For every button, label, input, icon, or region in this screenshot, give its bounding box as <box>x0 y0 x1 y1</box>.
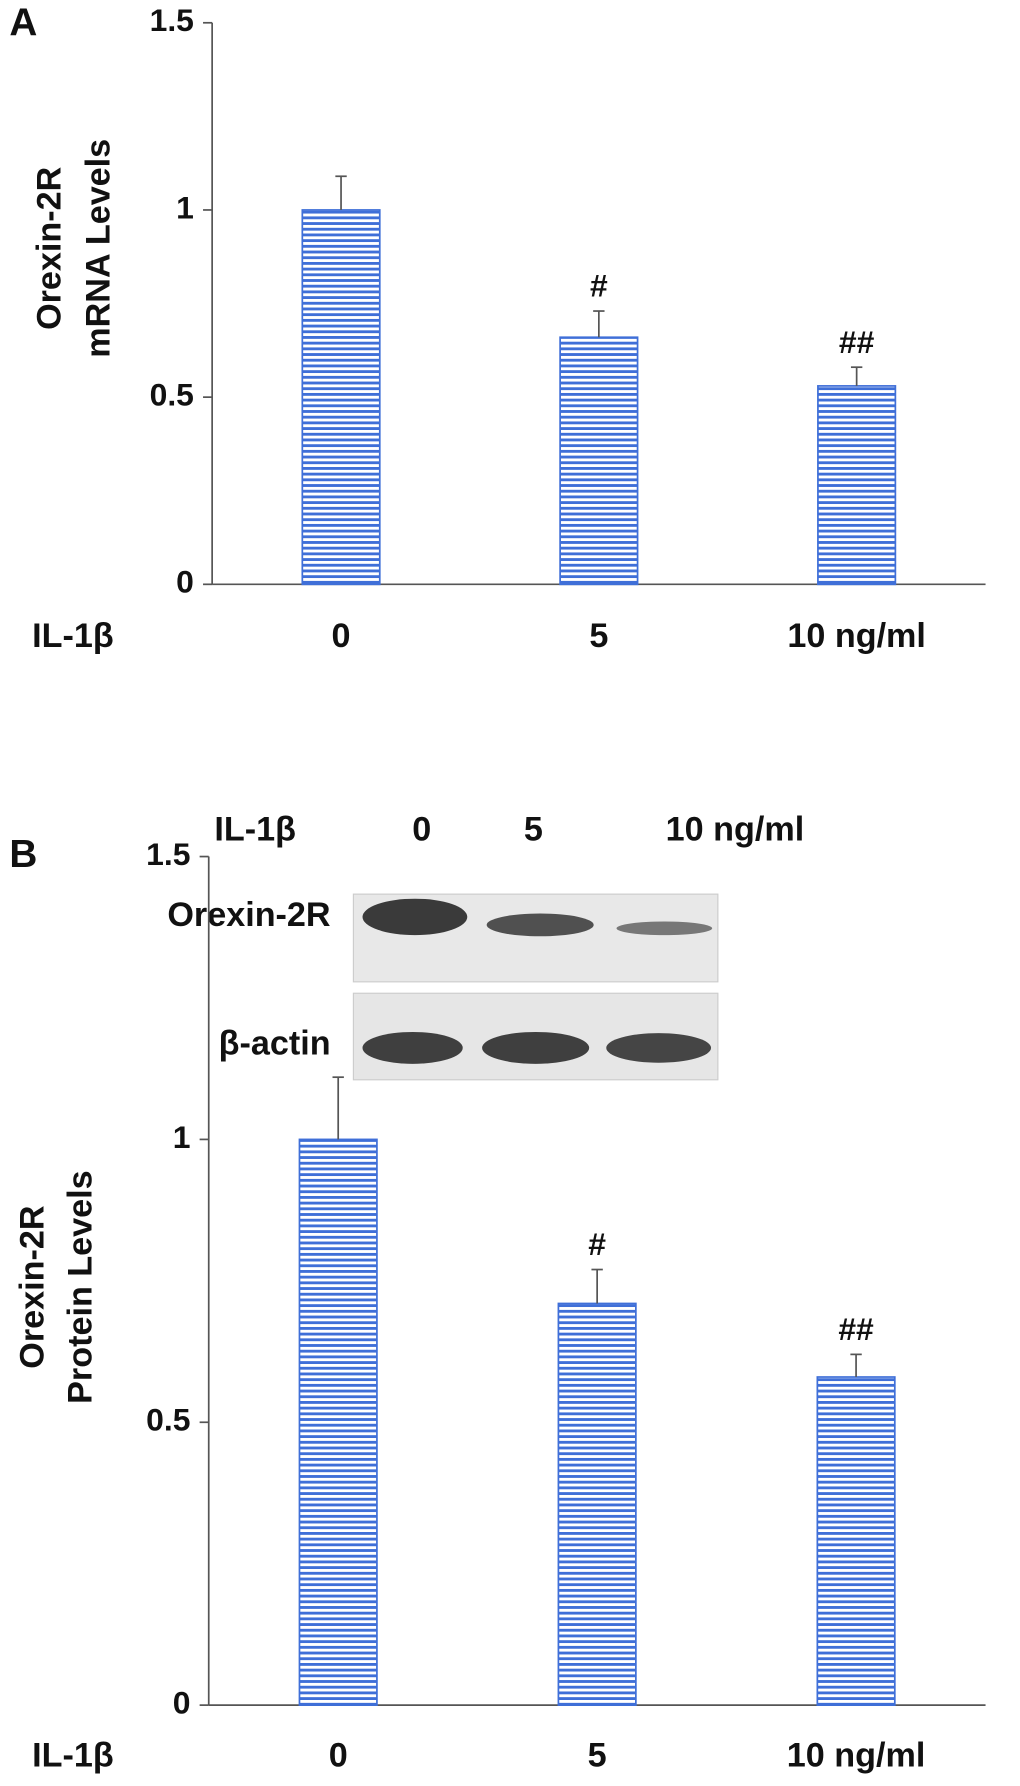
blot-lane-label: 0 <box>412 811 431 849</box>
blot-row-label: Orexin-2R <box>167 896 330 934</box>
x-tick-label: 10 ng/ml <box>787 1737 926 1775</box>
y-tick-label: 0.5 <box>150 377 194 413</box>
x-tick-label: 10 ng/ml <box>787 617 926 655</box>
blot-band <box>362 898 468 936</box>
y-axis-label: Orexin-2R <box>13 1205 51 1368</box>
y-tick-label: 0 <box>176 564 194 600</box>
bar <box>559 336 639 586</box>
y-tick-label: 1 <box>176 189 194 225</box>
panel-label: A <box>9 1 37 44</box>
blot-band <box>482 1031 590 1064</box>
bar <box>817 385 897 586</box>
significance-label: # <box>590 268 608 304</box>
blot: IL-1β 0 5 10 ng/ml Orexin-2R β-actin <box>167 811 805 1081</box>
y-axis-label: Protein Levels <box>61 1170 99 1404</box>
blot-band <box>486 913 594 937</box>
significance-label: ## <box>838 1311 874 1347</box>
blot-band <box>616 921 713 936</box>
y-tick-label: 0 <box>173 1685 191 1721</box>
y-axis-label: Orexin-2R <box>31 167 69 330</box>
bar <box>557 1302 637 1706</box>
blot-lane-label: 10 ng/ml <box>666 811 805 849</box>
blot-band <box>606 1033 712 1063</box>
y-tick-label: 0.5 <box>146 1402 190 1438</box>
y-axis-label: mRNA Levels <box>80 139 118 358</box>
blot-lane-label: 5 <box>524 811 543 849</box>
blot-row-label: β-actin <box>219 1025 331 1063</box>
significance-label: ## <box>839 324 875 360</box>
bar <box>298 1138 378 1706</box>
bar <box>301 209 381 586</box>
y-tick-label: 1.5 <box>146 836 190 872</box>
blot-treatment-label: IL-1β <box>214 811 296 849</box>
x-tick-label: 5 <box>588 1737 607 1775</box>
x-tick-label: 0 <box>332 617 351 655</box>
x-axis-label: IL-1β <box>32 1737 114 1775</box>
x-axis-label: IL-1β <box>32 617 114 655</box>
significance-label: # <box>588 1226 606 1262</box>
blot-band <box>362 1031 463 1064</box>
panel-label: B <box>9 833 37 876</box>
bar <box>816 1376 896 1706</box>
x-tick-label: 0 <box>329 1737 348 1775</box>
x-tick-label: 5 <box>589 617 608 655</box>
y-tick-label: 1 <box>173 1119 191 1155</box>
y-tick-label: 1.5 <box>150 2 194 38</box>
